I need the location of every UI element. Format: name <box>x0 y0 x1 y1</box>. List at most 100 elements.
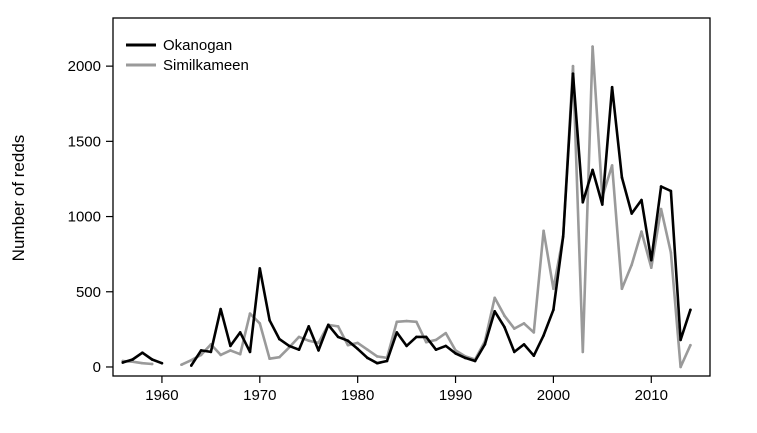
data-point-okanogan <box>385 359 389 363</box>
data-point-similkameen <box>366 348 369 351</box>
x-tick-label: 1960 <box>145 387 178 404</box>
data-point-okanogan <box>503 325 506 329</box>
data-point-similkameen <box>444 331 448 335</box>
data-point-okanogan <box>483 343 487 346</box>
data-point-okanogan <box>512 350 516 354</box>
data-point-okanogan <box>444 344 448 348</box>
data-point-okanogan <box>219 307 222 311</box>
data-point-okanogan <box>297 348 301 351</box>
data-point-okanogan <box>630 212 634 215</box>
data-point-okanogan <box>131 358 134 361</box>
data-point-okanogan <box>199 349 203 352</box>
x-tick-label: 2010 <box>635 387 668 404</box>
data-point-similkameen <box>199 353 203 357</box>
data-point-okanogan <box>669 189 673 193</box>
data-point-similkameen <box>620 287 624 291</box>
data-point-similkameen <box>424 340 428 344</box>
data-point-similkameen <box>395 320 399 324</box>
data-point-okanogan <box>336 335 340 339</box>
y-tick-label: 2000 <box>68 58 101 75</box>
data-point-okanogan <box>561 234 565 238</box>
data-point-similkameen <box>552 287 555 291</box>
data-point-okanogan <box>229 344 232 348</box>
data-point-okanogan <box>571 72 575 75</box>
data-point-similkameen <box>248 312 252 315</box>
data-point-okanogan <box>141 351 144 354</box>
data-point-similkameen <box>238 352 242 356</box>
data-point-okanogan <box>424 335 428 339</box>
data-point-okanogan <box>375 361 379 365</box>
data-point-okanogan <box>258 267 262 270</box>
legend-label-similkameen: Similkameen <box>163 57 249 74</box>
data-point-similkameen <box>581 350 585 354</box>
data-point-similkameen <box>503 314 506 318</box>
data-point-okanogan <box>160 361 164 365</box>
y-tick-label: 1000 <box>68 209 101 226</box>
data-point-similkameen <box>532 331 536 334</box>
data-point-okanogan <box>581 200 585 204</box>
plot-frame <box>112 17 711 377</box>
x-tick-label: 1980 <box>341 387 374 404</box>
data-point-similkameen <box>405 319 408 323</box>
legend: Okanogan Similkameen <box>126 37 249 74</box>
data-point-okanogan <box>434 348 438 351</box>
data-point-similkameen <box>346 343 350 347</box>
x-tick-label: 2000 <box>537 387 570 404</box>
data-point-similkameen <box>219 353 222 357</box>
y-tick-label: 500 <box>76 284 101 301</box>
data-point-okanogan <box>327 323 330 327</box>
legend-label-okanogan: Okanogan <box>163 37 232 54</box>
y-axis-label: Number of redds <box>9 135 28 262</box>
data-point-similkameen <box>141 361 144 365</box>
data-point-similkameen <box>522 322 526 325</box>
data-point-okanogan <box>307 325 311 328</box>
data-point-okanogan <box>278 337 281 341</box>
data-point-okanogan <box>346 339 350 342</box>
data-point-okanogan <box>415 335 418 339</box>
data-point-similkameen <box>649 266 653 269</box>
y-axis: 0 500 1000 1500 2000 <box>68 58 113 376</box>
data-point-okanogan <box>268 319 271 322</box>
data-point-okanogan <box>366 356 369 360</box>
x-axis: 1960 1970 1980 1990 2000 2010 <box>145 376 668 404</box>
data-point-similkameen <box>258 322 262 325</box>
data-point-okanogan <box>121 361 125 364</box>
data-point-similkameen <box>307 339 311 342</box>
data-point-okanogan <box>248 350 252 354</box>
data-point-similkameen <box>434 338 438 342</box>
data-point-okanogan <box>679 338 682 342</box>
series-line-similkameen <box>121 45 692 369</box>
data-point-similkameen <box>336 325 340 328</box>
data-point-similkameen <box>689 343 692 347</box>
data-point-similkameen <box>180 363 183 367</box>
data-point-similkameen <box>189 358 193 362</box>
data-point-similkameen <box>268 357 271 361</box>
data-point-okanogan <box>356 347 359 351</box>
data-point-similkameen <box>150 362 154 366</box>
x-tick-label: 1990 <box>439 387 472 404</box>
data-point-okanogan <box>317 349 320 352</box>
y-tick-label: 0 <box>93 359 101 376</box>
data-point-similkameen <box>640 230 643 233</box>
data-point-similkameen <box>229 349 232 352</box>
data-point-similkameen <box>297 335 301 339</box>
data-point-okanogan <box>689 308 692 312</box>
data-point-similkameen <box>356 341 359 345</box>
data-point-similkameen <box>317 341 320 345</box>
data-point-okanogan <box>473 359 477 363</box>
data-point-similkameen <box>415 320 418 324</box>
data-point-similkameen <box>571 64 575 68</box>
data-point-okanogan <box>209 350 213 354</box>
data-point-okanogan <box>542 334 545 337</box>
series-layer <box>121 45 692 369</box>
y-tick-label: 1500 <box>68 133 101 150</box>
data-point-okanogan <box>493 310 496 313</box>
data-point-okanogan <box>454 352 457 355</box>
data-point-okanogan <box>610 85 614 89</box>
x-tick-label: 1970 <box>243 387 276 404</box>
series-points-okanogan <box>121 72 692 367</box>
data-point-okanogan <box>395 331 399 334</box>
data-point-similkameen <box>679 365 682 369</box>
data-point-similkameen <box>659 207 663 211</box>
